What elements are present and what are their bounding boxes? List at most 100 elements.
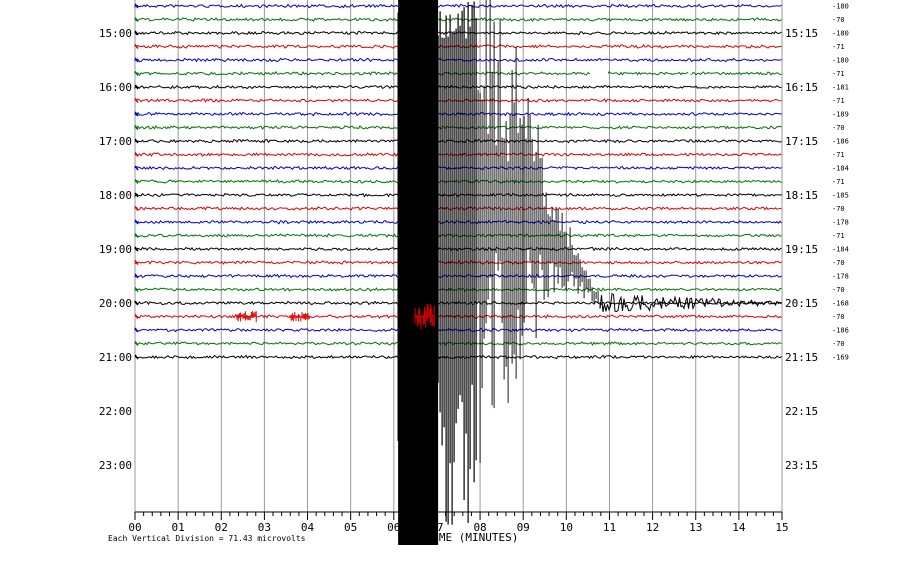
offset-label: -168 xyxy=(832,300,849,308)
x-tick-label: 08 xyxy=(473,521,486,534)
trace-start-mark xyxy=(134,152,139,157)
left-hour-labels: 15:00 16:00 17:00 18:00 19:00 20:00 21:00 22:00… xyxy=(99,27,132,472)
x-tick-label: 06 xyxy=(387,521,400,534)
hour-label-right: 19:15 xyxy=(785,243,818,256)
offset-label: -185 xyxy=(832,192,849,200)
offset-label: -71 xyxy=(832,178,845,186)
trace-start-mark xyxy=(134,219,139,225)
hour-label-right: 20:15 xyxy=(785,297,818,310)
x-tick-label: 13 xyxy=(689,521,702,534)
offset-label: -180 xyxy=(832,3,849,11)
offset-label: -70 xyxy=(832,16,845,24)
offset-label: -186 xyxy=(832,138,849,146)
trace-line xyxy=(134,3,782,9)
quake-red-bursts xyxy=(236,303,435,330)
trace-start-mark xyxy=(134,111,139,117)
trace-start-mark xyxy=(134,57,139,63)
quake-late-coda xyxy=(599,292,782,313)
trace-start-mark xyxy=(134,314,139,319)
hour-label-right: 16:15 xyxy=(785,81,818,94)
offset-label: -178 xyxy=(832,273,849,281)
x-tick-label: 02 xyxy=(215,521,228,534)
hour-label-left: 16:00 xyxy=(99,81,132,94)
offset-label: -70 xyxy=(832,124,845,132)
offset-label: -180 xyxy=(832,30,849,38)
hour-label-left: 18:00 xyxy=(99,189,132,202)
offset-label: -186 xyxy=(832,327,849,335)
trace-start-mark xyxy=(134,327,139,333)
hour-label-right: 17:15 xyxy=(785,135,818,148)
offset-label: -189 xyxy=(832,111,849,119)
x-tick-label: 04 xyxy=(301,521,315,534)
data-gaps xyxy=(590,64,692,76)
offset-label: -184 xyxy=(832,246,849,254)
offset-label: -70 xyxy=(832,259,845,267)
offset-label: -71 xyxy=(832,70,845,78)
x-tick-label: 15 xyxy=(775,521,788,534)
trace-start-mark xyxy=(134,138,139,144)
trace-start-mark xyxy=(134,246,139,252)
trace-offset-labels: -180 -70 -180 -71 -180 -71 -181 -71 -189 -70 -186 -… xyxy=(832,3,849,362)
trace-start-mark xyxy=(134,44,139,49)
trace-start-mark xyxy=(134,287,139,292)
trace-start-mark xyxy=(134,300,139,306)
trace-start-mark xyxy=(134,84,139,90)
hour-label-left: 21:00 xyxy=(99,351,132,364)
trace-start-mark xyxy=(134,341,139,346)
scale-caption: Each Vertical Division = 71.43 microvolt… xyxy=(108,534,306,543)
offset-label: -71 xyxy=(832,151,845,159)
trace-start-mark xyxy=(134,165,139,171)
earthquake-signal xyxy=(236,0,782,545)
trace-start-mark xyxy=(134,3,139,9)
offset-label: -178 xyxy=(832,219,849,227)
hour-label-left: 20:00 xyxy=(99,297,132,310)
trace-start-mark xyxy=(134,30,139,36)
data-gap xyxy=(590,64,608,76)
offset-label: -70 xyxy=(832,286,845,294)
trace-start-mark xyxy=(134,206,139,211)
quake-spikes xyxy=(397,1,477,538)
offset-label: -70 xyxy=(832,313,845,321)
offset-label: -181 xyxy=(832,84,849,92)
x-tick-label: 12 xyxy=(646,521,659,534)
offset-label: -71 xyxy=(832,43,845,51)
x-tick-label: 00 xyxy=(128,521,141,534)
x-axis-label: TIME (MINUTES) xyxy=(426,531,519,544)
offset-label: -169 xyxy=(832,354,849,362)
x-tick-label: 11 xyxy=(603,521,616,534)
x-axis: 00 01 02 03 04 05 06 07 08 09 10 11 12 13 14 15 xyxy=(128,511,789,534)
x-tick-label: 09 xyxy=(517,521,530,534)
offset-label: -70 xyxy=(832,205,845,213)
offset-label: -184 xyxy=(832,165,849,173)
trace-start-mark xyxy=(134,192,139,198)
hour-label-right: 21:15 xyxy=(785,351,818,364)
trace-start-mark xyxy=(134,260,139,265)
x-tick-label: 05 xyxy=(344,521,357,534)
trace-start-mark xyxy=(134,233,139,238)
right-hour-labels: 15:15 16:15 17:15 18:15 19:15 20:15 21:15 22:15… xyxy=(785,27,818,472)
hour-label-left: 15:00 xyxy=(99,27,132,40)
x-tick-label: 10 xyxy=(560,521,573,534)
quake-coda xyxy=(477,0,599,463)
x-tick-label: 01 xyxy=(172,521,185,534)
offset-label: -70 xyxy=(832,340,845,348)
trace-start-mark xyxy=(134,17,139,22)
offset-label: -71 xyxy=(832,232,845,240)
trace-start-mark xyxy=(134,273,139,279)
x-tick-label: 03 xyxy=(258,521,271,534)
trace-start-mark xyxy=(134,179,139,184)
hour-label-left: 22:00 xyxy=(99,405,132,418)
hour-label-right: 15:15 xyxy=(785,27,818,40)
hour-label-right: 18:15 xyxy=(785,189,818,202)
trace-start-mark xyxy=(134,71,139,76)
hour-label-left: 23:00 xyxy=(99,459,132,472)
trace-start-mark xyxy=(134,98,139,103)
offset-label: -180 xyxy=(832,57,849,65)
data-gap xyxy=(688,68,692,74)
offset-label: -71 xyxy=(832,97,845,105)
hour-label-right: 23:15 xyxy=(785,459,818,472)
x-tick-label: 14 xyxy=(732,521,746,534)
hour-label-left: 19:00 xyxy=(99,243,132,256)
hour-label-left: 17:00 xyxy=(99,135,132,148)
trace-start-mark xyxy=(134,354,139,360)
